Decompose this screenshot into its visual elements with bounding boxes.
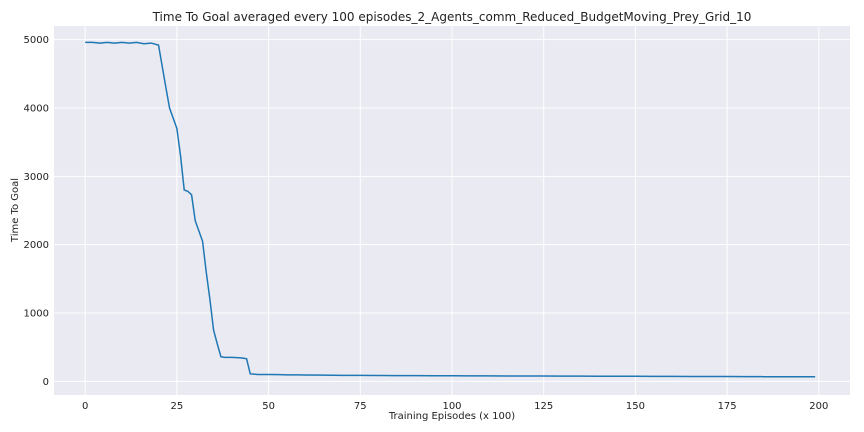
x-tick-label: 25 <box>171 401 184 412</box>
x-tick-label: 175 <box>718 401 737 412</box>
y-tick-label: 0 <box>43 377 49 388</box>
x-tick-labels: 0 25 50 75 100 125 150 175 200 <box>82 401 828 412</box>
series-line <box>85 41 816 378</box>
x-tick-label: 150 <box>626 401 645 412</box>
y-tick-label: 1000 <box>24 309 49 320</box>
y-tick-label: 2000 <box>24 240 49 251</box>
x-tick-label: 0 <box>82 401 88 412</box>
chart-title: Time To Goal averaged every 100 episodes… <box>152 10 752 24</box>
y-tick-label: 4000 <box>24 104 49 115</box>
x-tick-label: 50 <box>262 401 275 412</box>
x-axis-label: Training Episodes (x 100) <box>388 411 515 422</box>
y-axis-label: Time To Goal <box>10 178 21 243</box>
y-tick-label: 3000 <box>24 172 49 183</box>
y-tick-labels: 0 1000 2000 3000 4000 5000 <box>24 35 49 388</box>
x-tick-label: 200 <box>809 401 828 412</box>
x-tick-label: 100 <box>442 401 461 412</box>
y-tick-label: 5000 <box>24 35 49 46</box>
grid <box>54 26 850 395</box>
x-tick-label: 75 <box>354 401 367 412</box>
x-tick-label: 125 <box>534 401 553 412</box>
